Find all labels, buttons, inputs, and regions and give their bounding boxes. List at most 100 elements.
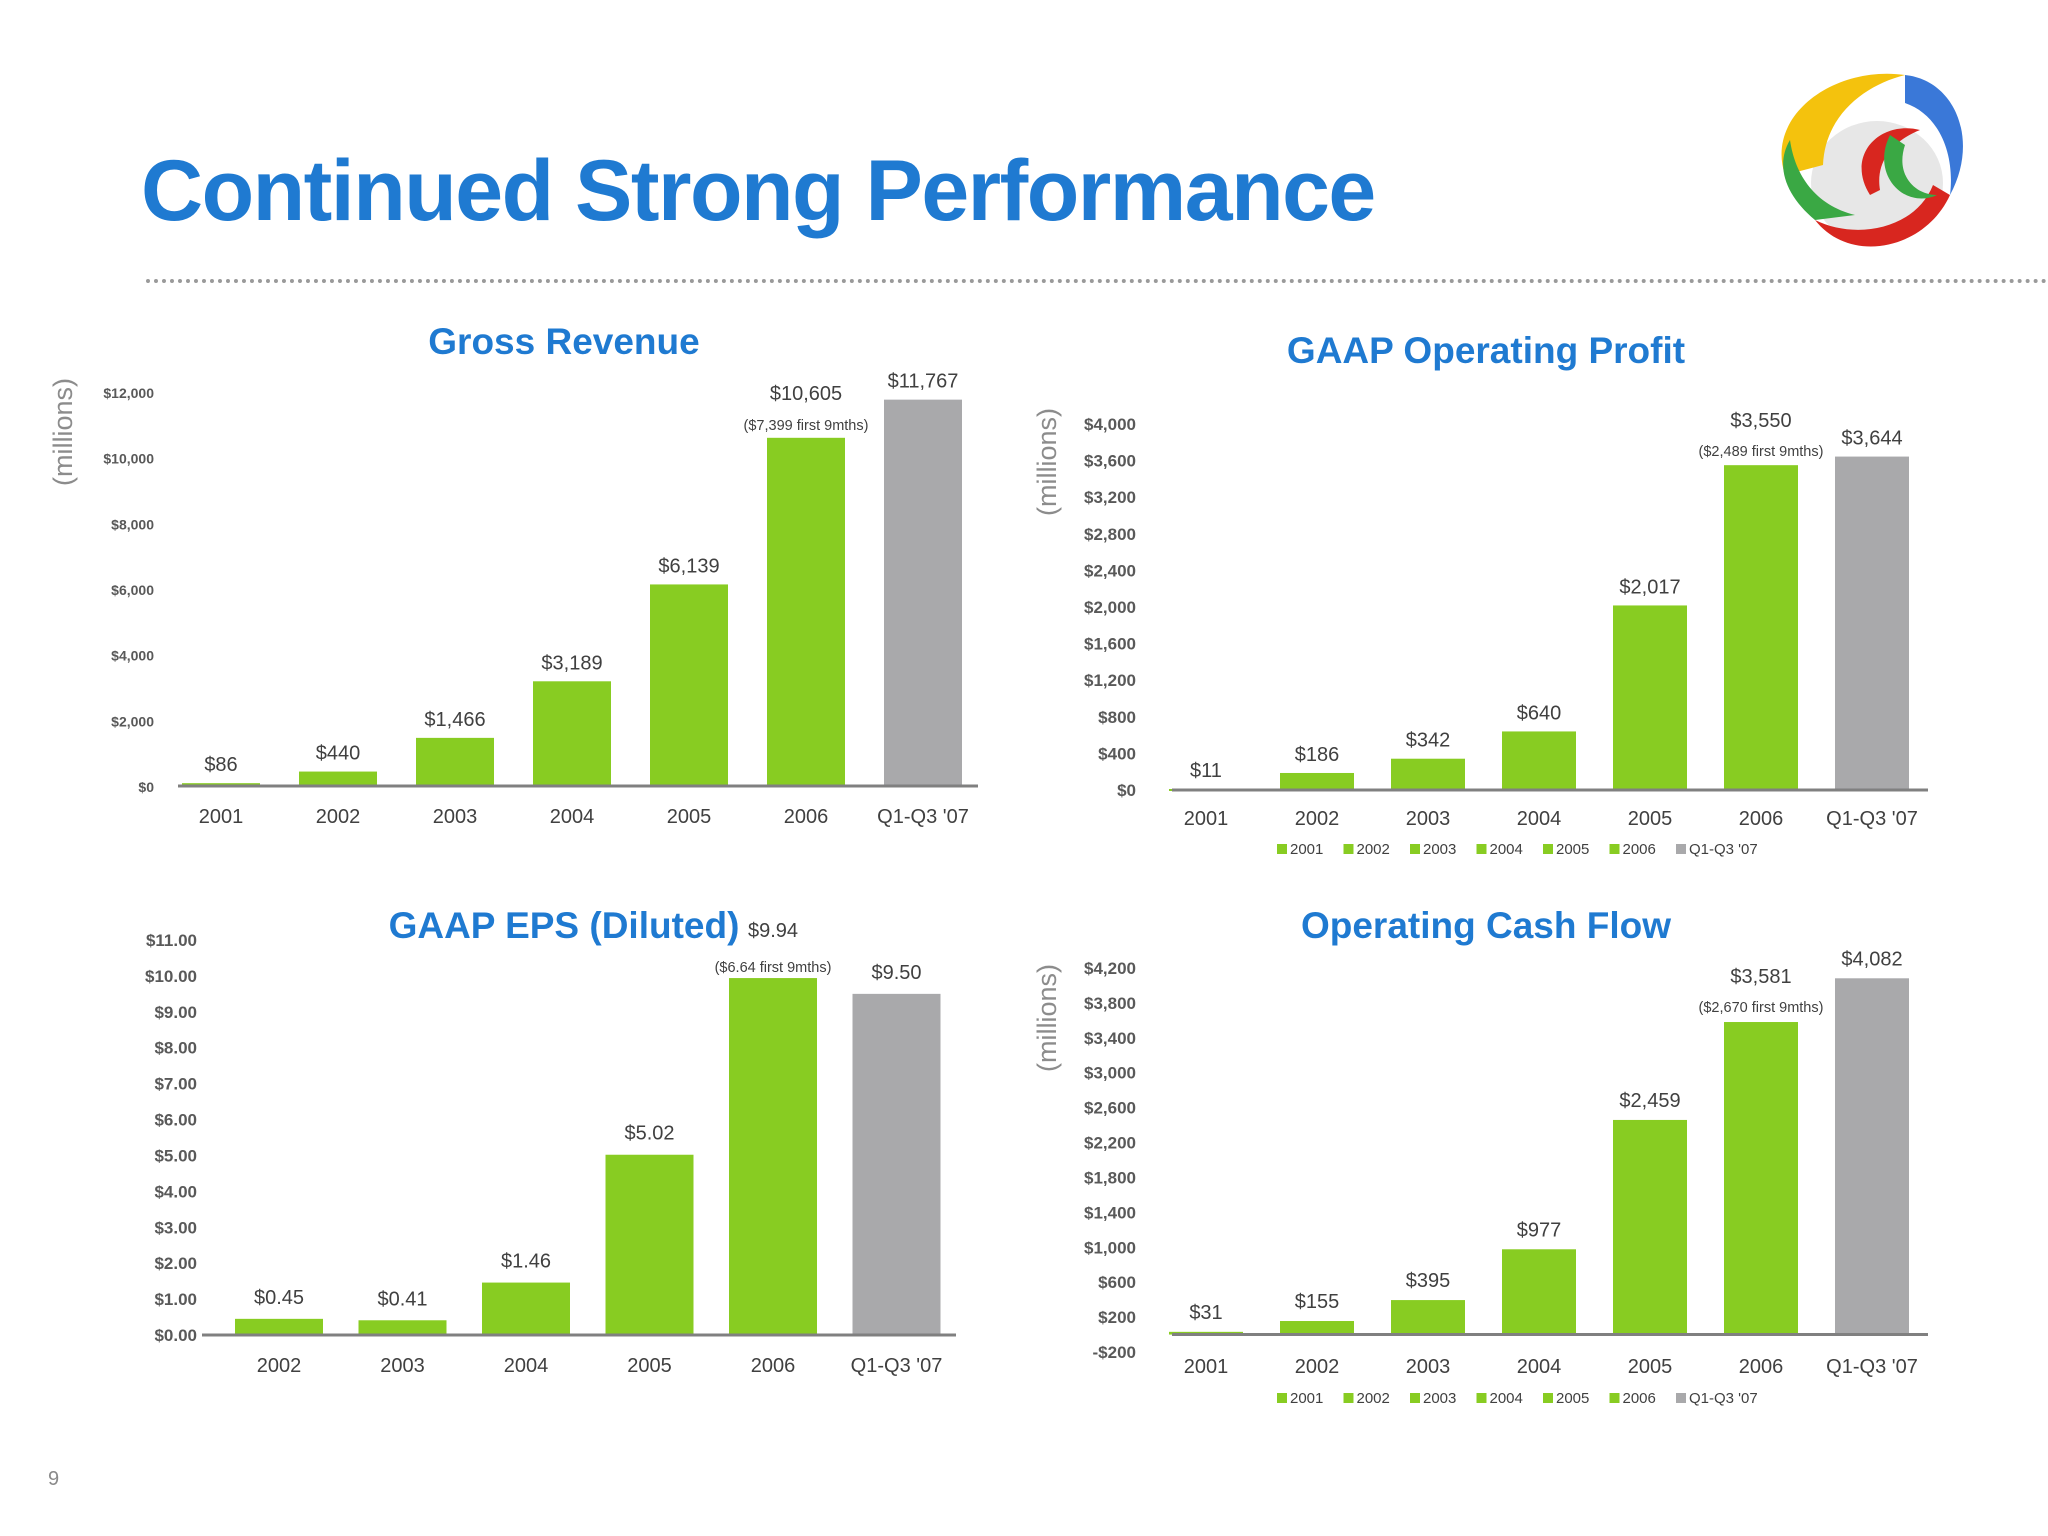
y-tick-label: $7.00: [154, 1075, 197, 1094]
y-tick-label: $4,000: [111, 648, 154, 664]
y-tick-label: $5.00: [154, 1146, 197, 1165]
legend-swatch: [1476, 844, 1487, 854]
bar-2002: [235, 1318, 323, 1335]
x-tick-label: 2005: [667, 806, 712, 828]
legend-swatch: [1676, 844, 1686, 854]
legend-item: 2004: [1490, 1390, 1523, 1407]
y-axis-label: (millions): [1032, 964, 1062, 1072]
y-tick-label: $600: [1098, 1273, 1136, 1292]
value-annotation: ($2,670 first 9mths): [1699, 1000, 1824, 1016]
value-label: $11: [1190, 760, 1222, 782]
x-tick-label: 2003: [1406, 1356, 1451, 1378]
x-tick-label: 2001: [199, 806, 244, 828]
bar-2003: [1391, 1300, 1465, 1335]
y-tick-label: $6.00: [154, 1111, 197, 1130]
x-tick-label: 2006: [1739, 808, 1784, 830]
y-tick-label: $400: [1098, 744, 1136, 763]
y-tick-label: $10,000: [103, 451, 154, 467]
x-tick-label: Q1-Q3 '07: [877, 806, 969, 828]
legend-swatch: [1277, 1393, 1287, 1403]
x-tick-label: 2006: [1739, 1356, 1784, 1378]
value-label: $3,581: [1730, 966, 1791, 988]
legend-item: 2003: [1423, 1390, 1456, 1407]
value-label: $5.02: [624, 1123, 674, 1145]
value-label: $3,550: [1730, 410, 1791, 432]
value-label: $4,082: [1841, 948, 1902, 970]
value-label: $395: [1406, 1270, 1451, 1292]
x-tick-label: 2002: [257, 1355, 302, 1377]
y-tick-label: $2,200: [1084, 1134, 1136, 1153]
y-tick-label: $10.00: [145, 967, 197, 986]
value-label: $6,139: [658, 555, 719, 577]
legend-swatch: [1609, 844, 1620, 854]
y-tick-label: $1,200: [1084, 671, 1136, 690]
value-label: $186: [1295, 744, 1340, 766]
y-tick-label: $3,200: [1084, 488, 1136, 507]
legend-swatch: [1410, 844, 1420, 854]
bar-2003: [1391, 758, 1465, 790]
bar-q1-q3-07: [852, 993, 941, 1335]
x-tick-label: 2004: [504, 1355, 549, 1377]
legend-swatch: [1410, 1393, 1420, 1403]
value-label: $2,459: [1619, 1090, 1680, 1112]
page-number: 9: [48, 1468, 60, 1490]
bar-2004: [533, 681, 611, 786]
y-tick-label: $3.00: [154, 1218, 197, 1237]
value-annotation: ($7,399 first 9mths): [744, 418, 869, 434]
bar-2005: [650, 584, 728, 786]
value-label: $11,767: [888, 371, 959, 393]
x-tick-label: 2005: [1628, 808, 1673, 830]
x-tick-label: 2002: [1295, 808, 1340, 830]
legend-swatch: [1343, 1393, 1354, 1403]
chart-title: Gross Revenue: [428, 321, 699, 362]
y-tick-label: $2,800: [1084, 525, 1136, 544]
x-tick-label: 2002: [1295, 1356, 1340, 1378]
value-label: $2,017: [1619, 576, 1680, 598]
y-tick-label: $1,800: [1084, 1168, 1136, 1187]
value-label: $31: [1189, 1302, 1222, 1324]
y-tick-label: $2,000: [111, 713, 154, 729]
y-tick-label: $2,400: [1084, 561, 1136, 580]
x-tick-label: Q1-Q3 '07: [1826, 808, 1918, 830]
bar-2005: [605, 1154, 694, 1335]
legend-item: 2003: [1423, 841, 1456, 858]
y-tick-label: $2,000: [1084, 598, 1136, 617]
x-tick-label: 2006: [751, 1355, 796, 1377]
bar-2005: [1613, 605, 1687, 790]
bar-2002: [299, 771, 377, 786]
legend-item: 2005: [1556, 841, 1589, 858]
legend-item: 2002: [1357, 1390, 1390, 1407]
value-label: $86: [204, 754, 237, 776]
value-label: $9.50: [871, 962, 921, 984]
bar-q1-q3-07: [884, 399, 962, 786]
bar-2003: [358, 1320, 447, 1335]
x-tick-label: 2002: [316, 806, 361, 828]
y-tick-label: $3,400: [1084, 1029, 1136, 1048]
legend-item: 2001: [1290, 841, 1323, 858]
legend-swatch: [1476, 1393, 1487, 1403]
legend-item: Q1-Q3 '07: [1689, 1390, 1758, 1407]
y-tick-label: $1,000: [1084, 1238, 1136, 1257]
legend-item: 2002: [1357, 841, 1390, 858]
legend-swatch: [1343, 844, 1354, 854]
title-divider: [146, 279, 2048, 283]
bar-2004: [1502, 731, 1576, 790]
chart-title: GAAP EPS (Diluted): [389, 905, 740, 946]
y-axis-label: (millions): [1032, 408, 1062, 516]
slide-title: Continued Strong Performance: [141, 143, 1376, 239]
y-tick-label: $3,600: [1084, 452, 1136, 471]
value-label: $1.46: [501, 1251, 551, 1273]
y-tick-label: $2,600: [1084, 1099, 1136, 1118]
bar-2004: [482, 1282, 570, 1335]
bar-2002: [1280, 772, 1354, 790]
chart-title: GAAP Operating Profit: [1287, 330, 1685, 371]
y-tick-label: $11.00: [146, 931, 197, 950]
x-tick-label: 2004: [1517, 1356, 1562, 1378]
y-tick-label: $12,000: [103, 385, 154, 401]
y-axis-label: (millions): [48, 378, 78, 486]
x-tick-label: 2005: [627, 1355, 672, 1377]
